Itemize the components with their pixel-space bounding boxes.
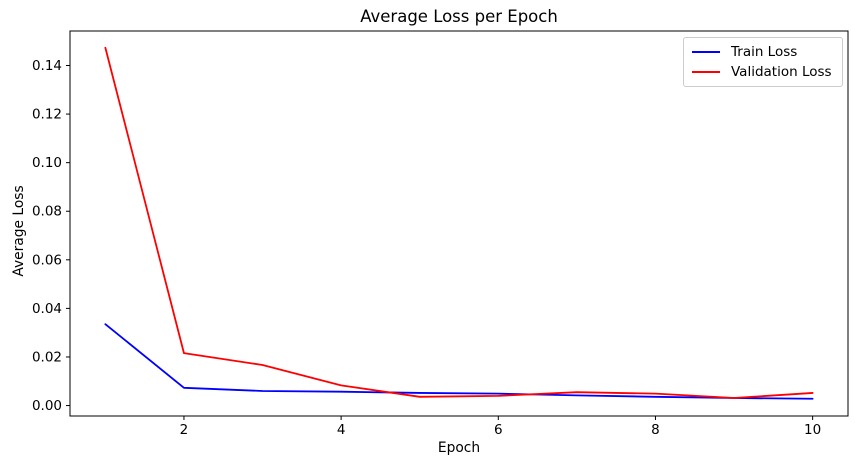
x-tick-label: 4 xyxy=(337,422,346,438)
legend-label: Train Loss xyxy=(731,44,798,60)
x-tick-label: 6 xyxy=(494,422,503,438)
series-line-validation-loss xyxy=(104,46,814,399)
axes-spines xyxy=(69,30,849,417)
legend-line-icon xyxy=(692,51,720,53)
y-tick-label: 0.08 xyxy=(32,204,62,220)
y-tick-label: 0.02 xyxy=(32,349,62,365)
x-tick-label: 2 xyxy=(180,422,189,438)
legend-item: Validation Loss xyxy=(692,62,832,82)
legend: Train Loss Validation Loss xyxy=(683,37,843,87)
y-tick-label: 0.14 xyxy=(32,58,62,74)
x-tick-label: 8 xyxy=(651,422,660,438)
y-tick-label: 0.10 xyxy=(32,155,62,171)
legend-item: Train Loss xyxy=(692,42,832,62)
y-tick-label: 0.06 xyxy=(32,252,62,268)
legend-line-icon xyxy=(692,71,720,73)
chart-title: Average Loss per Epoch xyxy=(360,7,558,26)
series-line-train-loss xyxy=(104,323,814,400)
y-axis-label-text: Average Loss xyxy=(11,185,27,277)
y-tick-label: 0.12 xyxy=(32,107,62,123)
y-tick-label: 0.04 xyxy=(32,301,62,317)
y-tick-label: 0.00 xyxy=(32,398,62,414)
legend-label: Validation Loss xyxy=(731,64,832,80)
x-axis-label: Epoch xyxy=(437,440,481,456)
x-tick-label: 10 xyxy=(804,422,821,438)
